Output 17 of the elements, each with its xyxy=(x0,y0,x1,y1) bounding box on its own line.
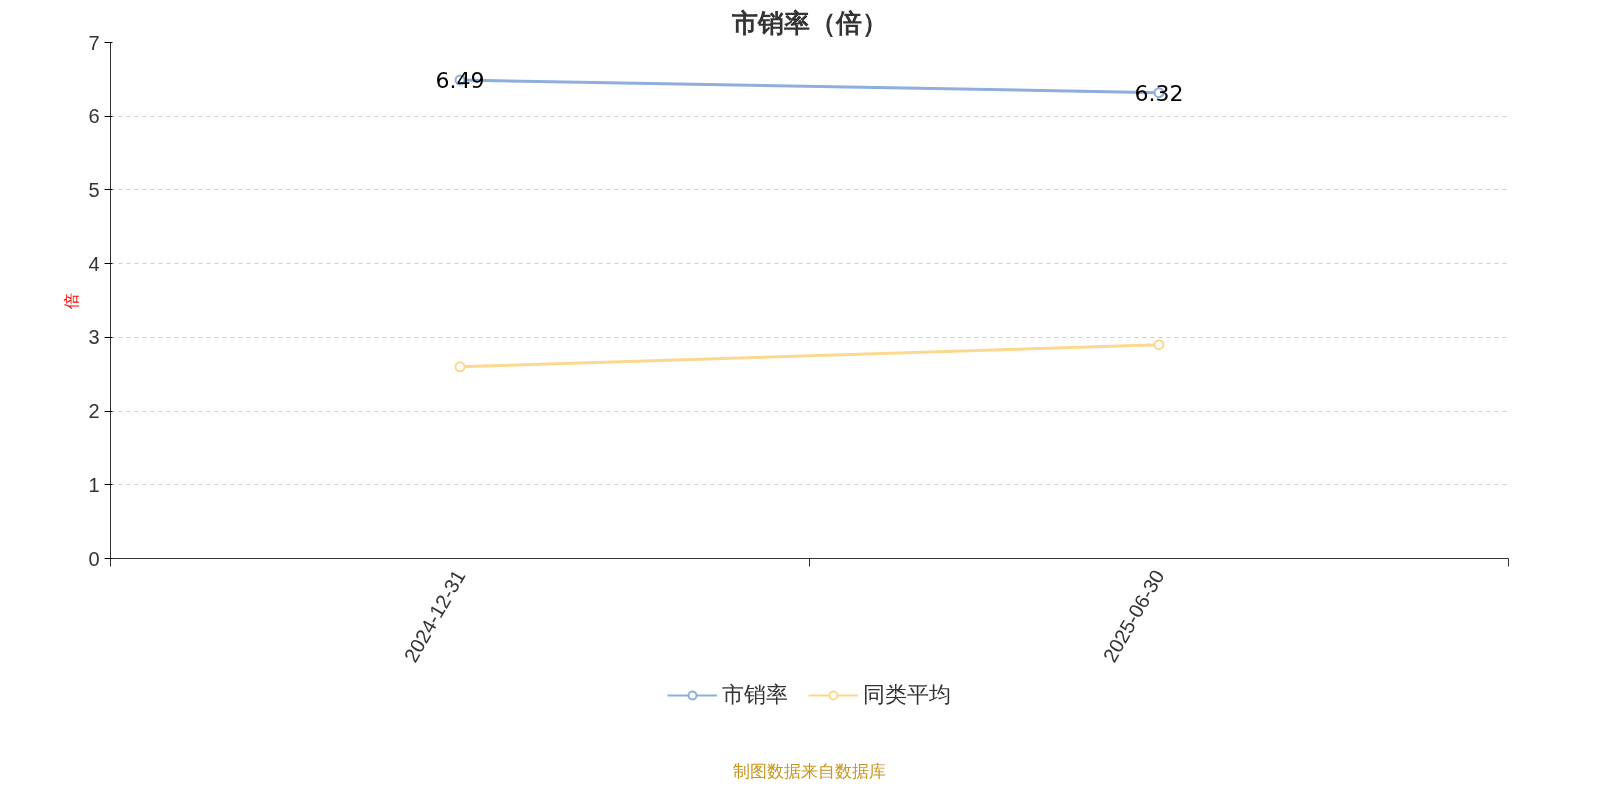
y-tick-label: 1 xyxy=(88,473,100,496)
y-tick-label: 7 xyxy=(88,31,100,54)
legend-label: 同类平均 xyxy=(863,681,951,709)
chart-title: 市销率（倍） xyxy=(730,7,888,38)
y-tick-label: 3 xyxy=(88,326,100,349)
y-axis-title: 倍 xyxy=(63,292,81,309)
point xyxy=(1153,339,1165,351)
point xyxy=(454,361,466,373)
data-label: 6.49 xyxy=(435,68,485,94)
y-tick-label: 0 xyxy=(88,547,100,570)
y-tick-label: 2 xyxy=(88,400,100,423)
y-tick-label: 6 xyxy=(88,105,100,128)
legend-label: 市销率 xyxy=(722,681,788,709)
y-tick-label: 4 xyxy=(88,252,100,275)
text: 制图数据来自数据库 xyxy=(733,760,886,781)
y-tick-label: 5 xyxy=(88,178,100,201)
data-label: 6.32 xyxy=(1134,80,1184,106)
